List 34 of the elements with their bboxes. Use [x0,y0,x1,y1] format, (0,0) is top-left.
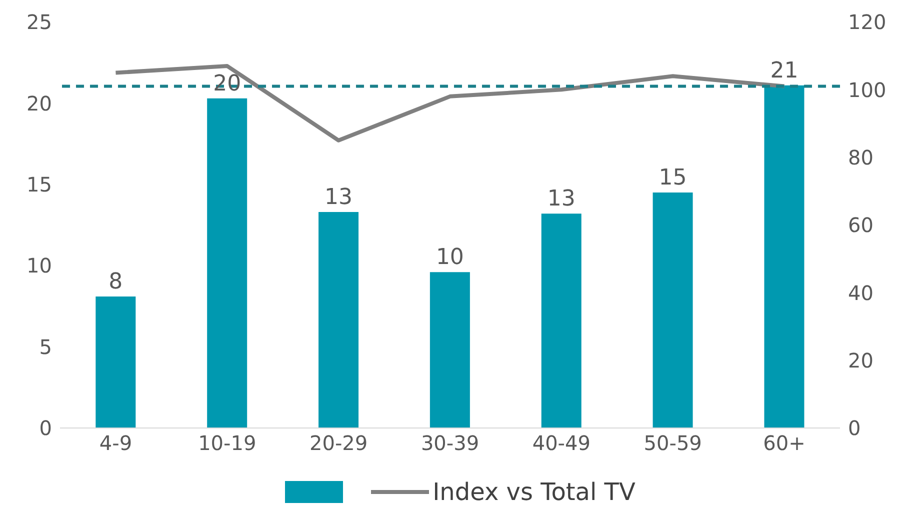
y-tick-label: 0 [39,416,52,440]
y2-tick-label: 80 [848,145,874,170]
data-label: 8 [108,269,123,294]
x-tick-label: 50-59 [644,431,702,456]
x-tick-label: 30-39 [420,431,480,456]
bar [207,98,248,428]
y2-tick-label: 100 [848,78,886,102]
y-tick-label: 25 [26,10,52,34]
bar [652,192,693,428]
x-tick-label: 40-49 [532,431,590,456]
y-tick-label: 15 [26,172,52,196]
y2-tick-label: 120 [848,10,886,34]
y2-tick-label: 0 [848,416,861,440]
bar [764,85,804,428]
y-tick-label: 5 [39,334,52,359]
y2-tick-label: 20 [848,348,874,372]
x-tick-label: 60+ [763,431,806,456]
data-label: 13 [547,186,576,212]
y2-tick-label: 60 [848,213,874,238]
y-tick-label: 20 [26,91,52,116]
x-tick-label: 20-29 [310,431,368,456]
bar [96,296,136,428]
legend-label: Index vs Total TV [432,478,636,506]
bar [541,214,582,428]
bar [318,212,359,428]
data-label: 10 [436,245,464,270]
data-label: 21 [770,58,798,84]
bar [430,272,470,428]
y2-tick-label: 40 [848,280,874,305]
data-label: 15 [658,166,687,191]
x-tick-label: 4-9 [99,431,132,456]
data-label: 13 [324,185,353,210]
y-tick-label: 10 [26,254,52,278]
x-tick-label: 10-19 [198,431,256,456]
